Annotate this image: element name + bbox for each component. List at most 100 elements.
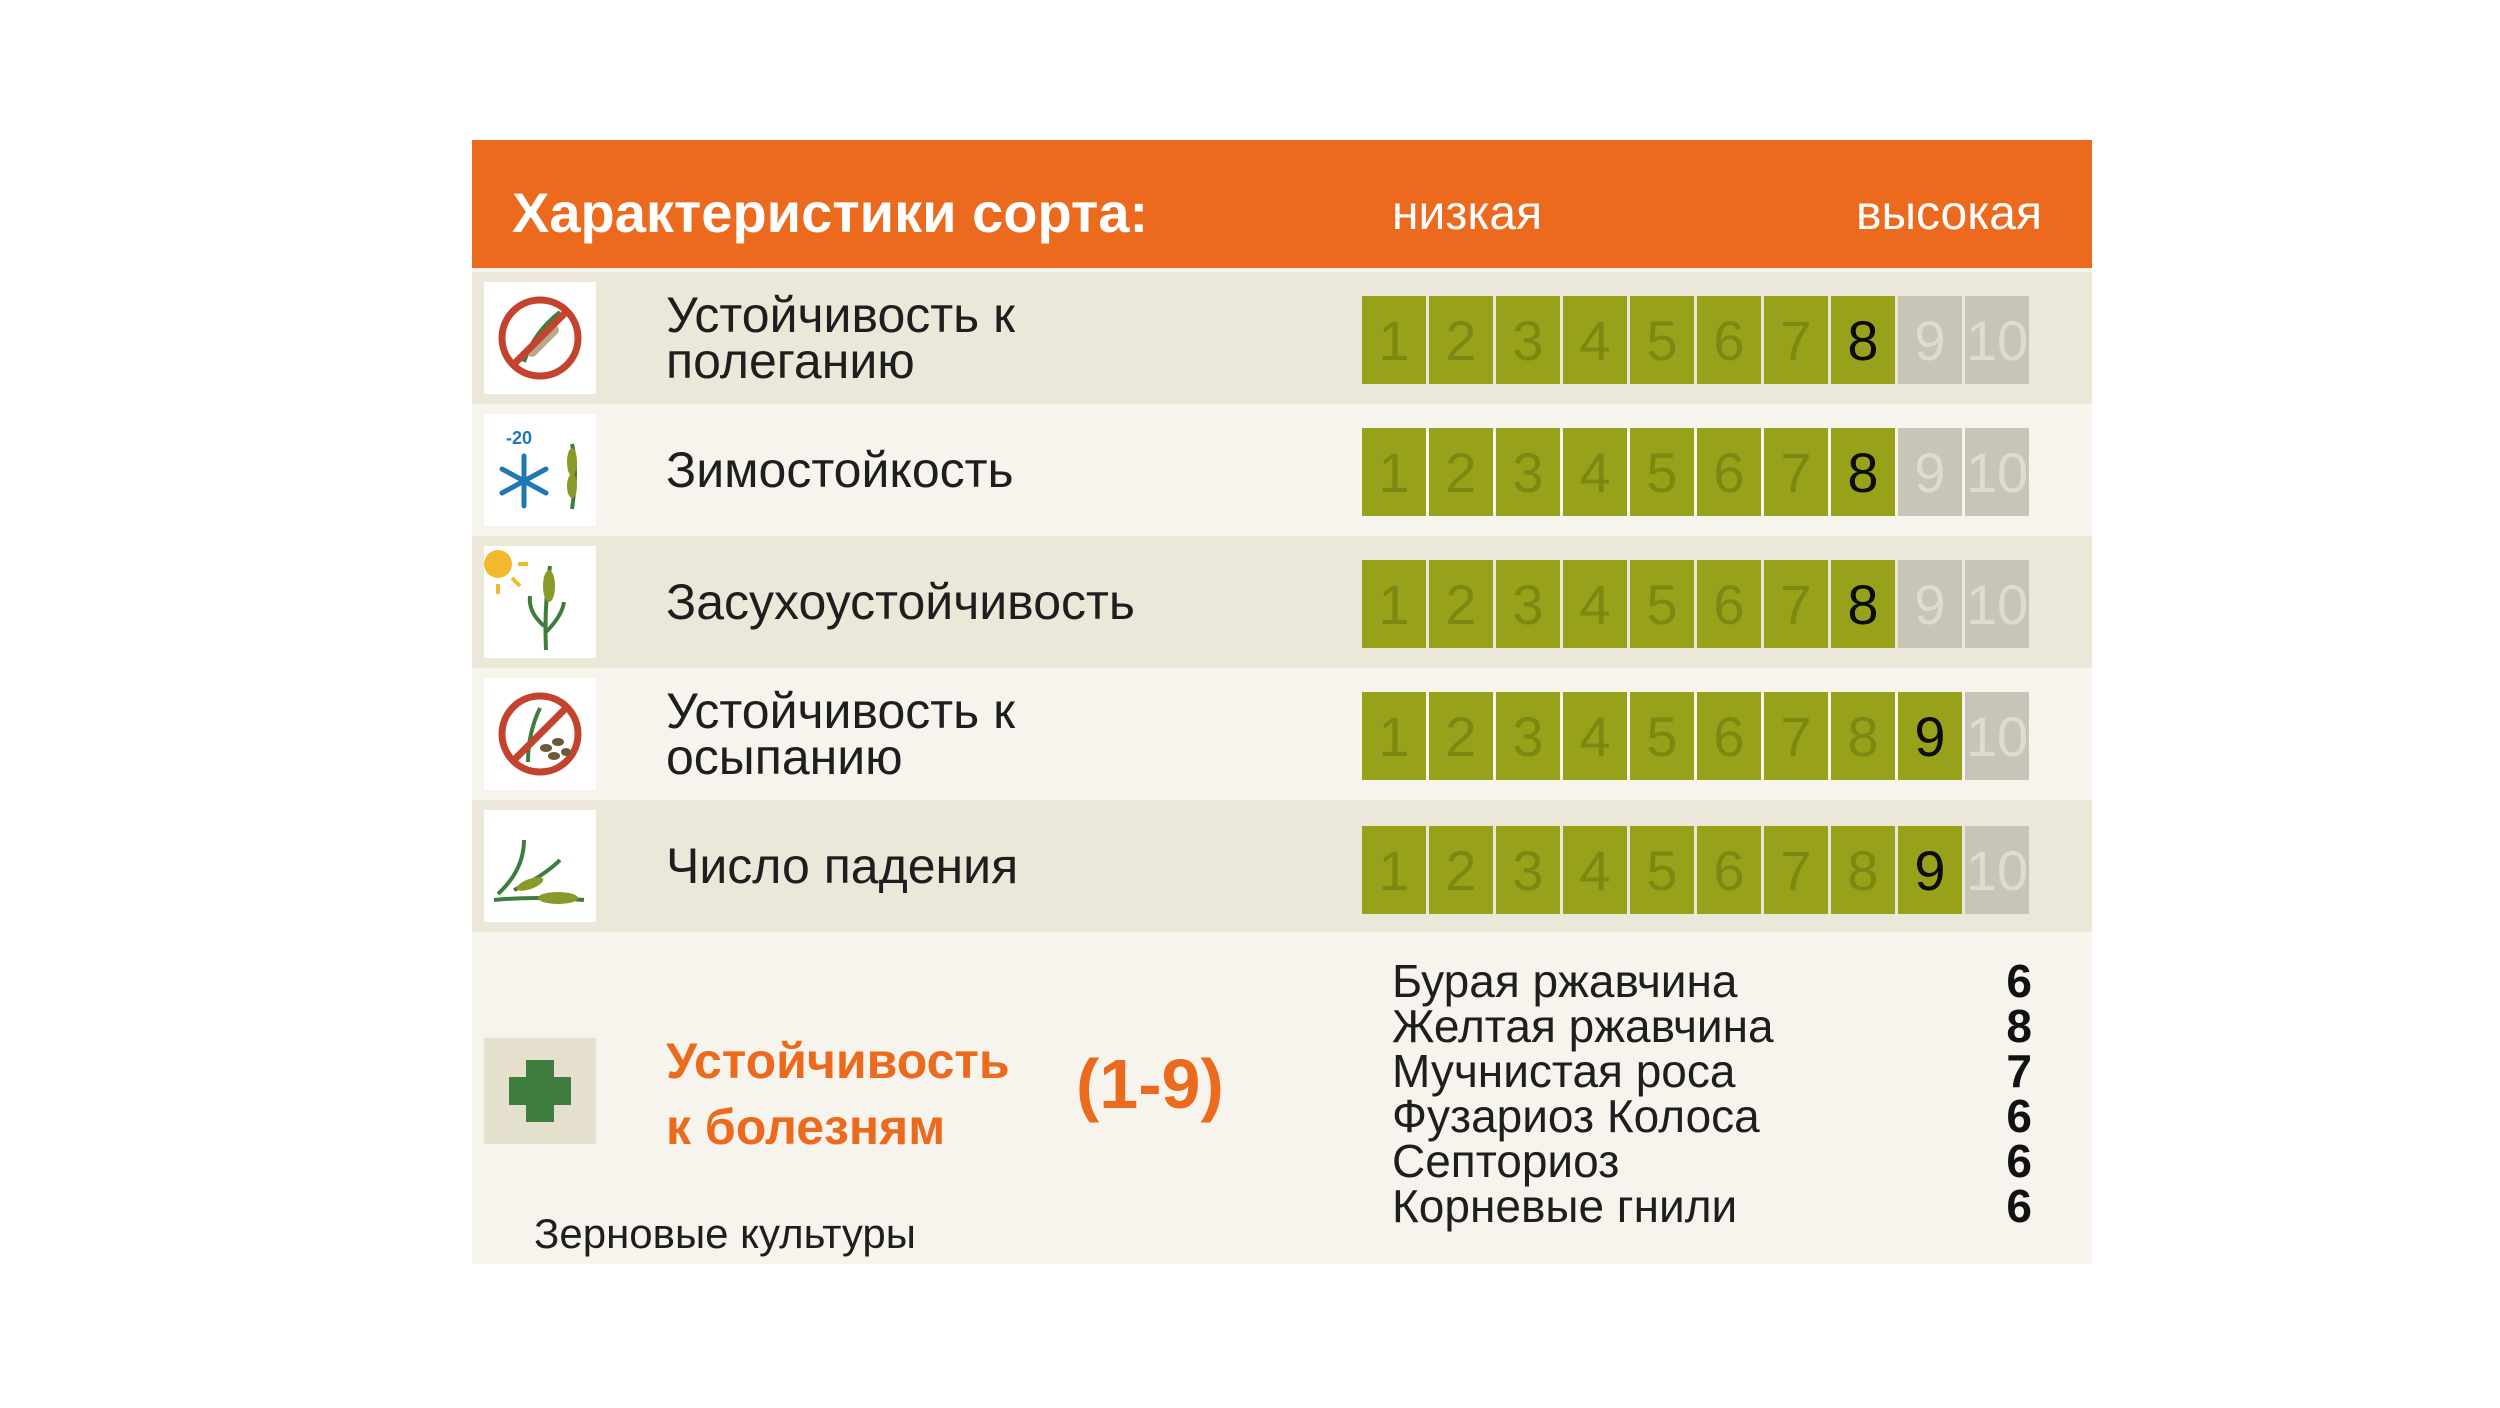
trait-row-lodging: Устойчивость к полеганию 1 2 3 4 5 6 7 8 9 10 <box>472 272 2092 404</box>
disease-score: 6 <box>2006 1180 2032 1232</box>
disease-item: Септориоз 6 <box>1392 1135 2032 1187</box>
rating-scale: 1 2 3 4 5 6 7 8 9 10 <box>1362 428 2039 516</box>
header-bar: Характеристики сорта: низкая высокая <box>472 140 2092 268</box>
disease-name: Корневые гнили <box>1392 1180 1738 1232</box>
header-title: Характеристики сорта: <box>512 181 1149 244</box>
rating-scale: 1 2 3 4 5 6 7 8 9 10 <box>1362 296 2039 384</box>
disease-name: Фузариоз Колоса <box>1392 1090 1760 1142</box>
scale-low-label: низкая <box>1392 187 1543 240</box>
rating-cell: 5 <box>1630 560 1694 648</box>
rating-cell-selected: 9 <box>1898 826 1962 914</box>
trait-row-falling-number: Число падения 1 2 3 4 5 6 7 8 9 10 <box>472 800 2092 932</box>
rating-cell: 7 <box>1764 428 1828 516</box>
frost-temp-label: -20 <box>506 428 532 448</box>
rating-cell: 10 <box>1965 560 2029 648</box>
disease-title-line: к болезням <box>666 1099 946 1155</box>
disease-title-line: Устойчивость <box>666 1033 1010 1089</box>
rating-cell-selected: 8 <box>1831 560 1895 648</box>
rating-cell: 2 <box>1429 560 1493 648</box>
rating-cell: 6 <box>1697 560 1761 648</box>
rating-scale: 1 2 3 4 5 6 7 8 9 10 <box>1362 560 2039 648</box>
rating-cell: 9 <box>1898 428 1962 516</box>
disease-item: Мучнистая роса 7 <box>1392 1048 2032 1094</box>
disease-name: Бурая ржавчина <box>1392 955 1738 1007</box>
frost-wheat-icon: -20 <box>484 414 596 526</box>
disease-score: 6 <box>2006 1090 2032 1142</box>
rating-cell: 5 <box>1630 296 1694 384</box>
disease-score: 6 <box>2006 1135 2032 1187</box>
rating-cell: 4 <box>1563 692 1627 780</box>
rating-cell: 6 <box>1697 826 1761 914</box>
disease-resistance-title: Устойчивость к болезням <box>666 1028 1086 1160</box>
rating-cell: 3 <box>1496 692 1560 780</box>
rating-cell: 5 <box>1630 428 1694 516</box>
rating-cell: 5 <box>1630 692 1694 780</box>
rating-cell: 9 <box>1898 560 1962 648</box>
disease-item: Фузариоз Колоса 6 <box>1392 1090 2032 1142</box>
trait-label: Устойчивость к осыпанию <box>666 683 1286 785</box>
rating-cell: 1 <box>1362 560 1426 648</box>
rating-cell: 1 <box>1362 296 1426 384</box>
scale-high-label: высокая <box>1856 187 2042 240</box>
rating-cell-selected: 8 <box>1831 296 1895 384</box>
no-lodging-icon <box>484 282 596 394</box>
rating-cell: 5 <box>1630 826 1694 914</box>
trait-label-line: Число падения <box>666 838 1019 894</box>
rating-cell: 3 <box>1496 826 1560 914</box>
footer-caption: Зерновые культуры <box>534 1210 916 1257</box>
rating-cell: 10 <box>1965 692 2029 780</box>
trait-row-shedding: Устойчивость к осыпанию 1 2 3 4 5 6 7 8 9 10 <box>472 668 2092 800</box>
rating-cell: 4 <box>1563 296 1627 384</box>
rating-cell: 7 <box>1764 826 1828 914</box>
trait-label-line: Зимостойкость <box>666 442 1014 498</box>
disease-item: Корневые гнили 6 <box>1392 1180 2032 1232</box>
rating-cell: 2 <box>1429 826 1493 914</box>
rating-cell: 8 <box>1831 826 1895 914</box>
disease-list: Бурая ржавчина 6 Желтая ржавчина 8 Мучни… <box>1392 955 2032 1232</box>
trait-label-line: полеганию <box>666 333 915 389</box>
disease-name: Септориоз <box>1392 1135 1620 1187</box>
rating-cell: 1 <box>1362 826 1426 914</box>
disease-name: Мучнистая роса <box>1392 1045 1736 1097</box>
trait-label: Число падения <box>666 838 1286 894</box>
disease-item: Бурая ржавчина 6 <box>1392 955 2032 1007</box>
trait-label-line: Устойчивость к <box>666 287 1015 343</box>
rating-cell: 3 <box>1496 296 1560 384</box>
rating-cell: 4 <box>1563 826 1627 914</box>
rating-cell: 2 <box>1429 296 1493 384</box>
disease-score: 8 <box>2006 1000 2032 1052</box>
rating-cell: 1 <box>1362 428 1426 516</box>
rating-cell: 10 <box>1965 428 2029 516</box>
trait-row-drought: Засухоустойчивость 1 2 3 4 5 6 7 8 9 10 <box>472 536 2092 668</box>
rating-cell: 8 <box>1831 692 1895 780</box>
rating-cell: 6 <box>1697 296 1761 384</box>
rating-cell: 2 <box>1429 428 1493 516</box>
rating-cell: 3 <box>1496 560 1560 648</box>
rating-cell: 6 <box>1697 692 1761 780</box>
sun-wheat-icon <box>484 546 596 658</box>
falling-number-icon <box>484 810 596 922</box>
rating-scale: 1 2 3 4 5 6 7 8 9 10 <box>1362 826 2039 914</box>
trait-label: Зимостойкость <box>666 442 1286 498</box>
rating-cell: 3 <box>1496 428 1560 516</box>
rating-cell: 7 <box>1764 692 1828 780</box>
trait-row-winter-hardiness: -20 Зимостойкость 1 2 3 4 5 6 7 8 9 10 <box>472 404 2092 536</box>
rating-cell-selected: 8 <box>1831 428 1895 516</box>
rating-cell: 2 <box>1429 692 1493 780</box>
disease-name: Желтая ржавчина <box>1392 1000 1774 1052</box>
rating-cell: 7 <box>1764 296 1828 384</box>
disease-scale-range: (1-9) <box>1076 1045 1224 1123</box>
trait-label-line: осыпанию <box>666 729 903 785</box>
trait-label-line: Устойчивость к <box>666 683 1015 739</box>
rating-cell: 6 <box>1697 428 1761 516</box>
trait-label-line: Засухоустойчивость <box>666 574 1135 630</box>
trait-label: Засухоустойчивость <box>666 574 1286 630</box>
rating-cell-selected: 9 <box>1898 692 1962 780</box>
disease-score: 6 <box>2006 955 2032 1007</box>
rating-cell: 4 <box>1563 428 1627 516</box>
no-shedding-icon <box>484 678 596 790</box>
green-cross-icon <box>484 1038 596 1144</box>
rating-scale: 1 2 3 4 5 6 7 8 9 10 <box>1362 692 2039 780</box>
variety-characteristics-card: Характеристики сорта: низкая высокая Уст… <box>472 140 2092 1264</box>
rating-cell: 4 <box>1563 560 1627 648</box>
